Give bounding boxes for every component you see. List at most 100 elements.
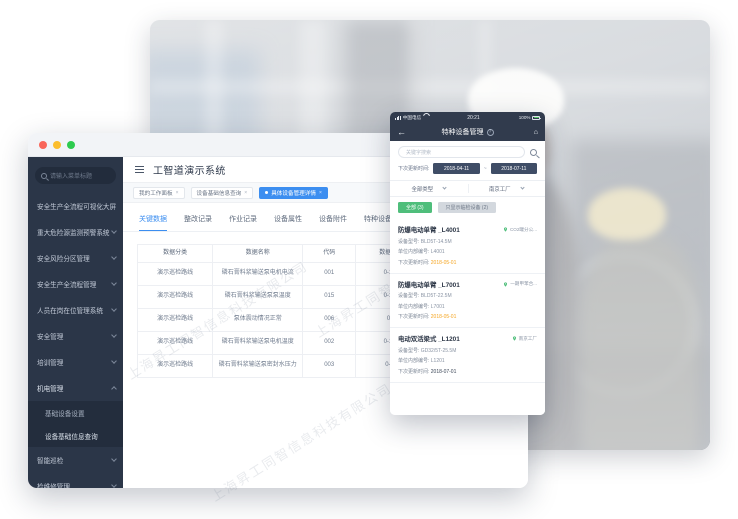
chevron-down-icon <box>111 332 117 338</box>
label-model: 设备型号: <box>398 238 420 245</box>
tab-special-device-attachments[interactable]: 特种设备附件 <box>364 216 406 223</box>
tag-device-info-query[interactable]: 设备基础信息查询 × <box>190 186 254 199</box>
value-next-update: 2018-07-01 <box>430 368 457 375</box>
device-card[interactable]: 电动双活梁式 _L1201 南京工厂 设备型号: GD32/5T-25.5M 单… <box>390 328 545 383</box>
window-minimize-button[interactable] <box>53 140 61 149</box>
sidebar-item-maintenance[interactable]: 检维修管理 <box>28 473 123 488</box>
search-icon[interactable] <box>530 148 537 156</box>
device-code-line: 单位内部编号: L7001 <box>398 303 537 310</box>
sidebar-item-label: 培训管理 <box>37 360 64 367</box>
filter-device-type[interactable]: 全部类型 <box>390 181 468 196</box>
device-next-update-line: 下次更新时间: 2018-05-01 <box>398 259 537 266</box>
chip-inspection-only[interactable]: 只显示临检设备 (2) <box>437 202 497 213</box>
home-icon[interactable]: ⌂ <box>533 128 538 136</box>
sidebar-item-visual-dashboard[interactable]: 安全生产全流程可视化大屏 <box>28 193 123 219</box>
cell-category: 演示巡检路线 <box>136 261 214 286</box>
device-next-update-line: 下次更新时间: 2018-07-01 <box>398 368 537 375</box>
phone-body: 关键字搜索 下次更新时间: 2018-04-11 ~ 2018-07-11 全部… <box>390 141 545 415</box>
phone-mockup: 中国电信 20:21 100% ← 特种设备管理 ? ⌂ 关键字搜索 <box>390 112 545 415</box>
tab-operation-records[interactable]: 作业记录 <box>229 216 257 223</box>
column-header-name: 数据名称 <box>212 244 304 263</box>
phone-navbar: ← 特种设备管理 ? ⌂ <box>390 123 545 141</box>
sidebar-subitem-label: 设备基础信息查询 <box>45 433 98 441</box>
help-icon[interactable]: ? <box>486 128 494 136</box>
location-label: 一期甲苯合... <box>510 281 537 286</box>
chip-all[interactable]: 全部 (3) <box>398 202 432 213</box>
date-start-input[interactable]: 2018-04-11 <box>433 163 480 174</box>
date-separator: ~ <box>483 165 487 172</box>
sidebar-item-training-management[interactable]: 培训管理 <box>28 349 123 375</box>
device-location: CO2罐分公... <box>503 227 537 233</box>
sidebar-item-production-process[interactable]: 安全生产全流程管理 <box>28 271 123 297</box>
tab-key-data[interactable]: 关键数据 <box>139 214 167 231</box>
sidebar-subitem-device-info-query[interactable]: 设备基础信息查询 <box>28 424 123 447</box>
tag-label: 具体设备管理详情 <box>271 190 316 197</box>
device-name: 防爆电动单臂 _L7001 <box>398 281 460 289</box>
sidebar-item-smart-inspection[interactable]: 智能巡检 <box>28 447 123 473</box>
phone-search-input[interactable]: 关键字搜索 <box>398 146 525 158</box>
chevron-down-icon <box>111 280 117 286</box>
close-icon[interactable]: × <box>244 189 248 196</box>
value-inner-code: L1201 <box>430 358 445 364</box>
value-inner-code: L7001 <box>430 303 445 310</box>
phone-search-placeholder: 关键字搜索 <box>406 149 432 156</box>
battery-icon <box>532 115 541 120</box>
active-dot-icon <box>265 191 269 194</box>
location-pin-icon <box>503 227 507 232</box>
date-filter-label: 下次更新时间: <box>398 166 430 172</box>
filter-label: 南京工厂 <box>488 186 511 193</box>
device-model-line: 设备型号: GD32/5T-25.5M <box>398 347 537 354</box>
cell-name: 泵体震动情况正常 <box>212 307 304 332</box>
tag-label: 我的工作面板 <box>139 190 173 197</box>
cell-category: 演示巡检路线 <box>136 284 214 309</box>
device-card[interactable]: 防爆电动单臂 _L7001 一期甲苯合... 设备型号: BLD5T-22.5M… <box>390 274 545 328</box>
column-header-code: 代码 <box>302 244 357 263</box>
location-pin-icon <box>504 281 508 287</box>
close-icon[interactable]: × <box>175 189 179 196</box>
sidebar-item-safety-management[interactable]: 安全管理 <box>28 323 123 349</box>
sidebar-item-label: 安全管理 <box>37 334 64 341</box>
tag-device-detail[interactable]: 具体设备管理详情 × <box>259 186 328 199</box>
phone-search-row: 关键字搜索 <box>390 141 545 163</box>
chevron-down-icon <box>519 185 525 190</box>
label-next-update: 下次更新时间: <box>398 259 430 266</box>
sidebar-item-risk-zoning[interactable]: 安全风险分区管理 <box>28 245 123 271</box>
chevron-down-icon <box>111 456 117 462</box>
label-inner-code: 单位内部编号: <box>398 249 430 255</box>
sidebar-submenu: 基础设备设置 设备基础信息查询 <box>28 401 123 447</box>
device-card[interactable]: 防爆电动单臂 _L4001 CO2罐分公... 设备型号: BLD5T-14.5… <box>390 219 545 274</box>
chevron-down-icon <box>111 228 117 234</box>
window-close-button[interactable] <box>39 140 47 149</box>
phone-status-bar: 中国电信 20:21 100% <box>390 112 545 123</box>
sidebar-item-electromechanical[interactable]: 机电管理 <box>28 375 123 401</box>
sidebar-subitem-basic-device-setup[interactable]: 基础设备设置 <box>28 401 123 424</box>
tag-my-workbench[interactable]: 我的工作面板 × <box>133 186 185 199</box>
date-end-input[interactable]: 2018-07-11 <box>490 163 537 174</box>
back-arrow-icon[interactable]: ← <box>397 126 406 137</box>
chevron-down-icon <box>111 482 117 488</box>
cell-code: 002 <box>302 330 357 355</box>
phone-chip-row: 全部 (3) 只显示临检设备 (2) <box>390 197 545 219</box>
phone-title-group: 特种设备管理 ? <box>390 127 545 137</box>
tab-device-attributes[interactable]: 设备属性 <box>274 216 302 223</box>
sidebar-search-input[interactable]: 请输入菜单标题 <box>35 167 116 184</box>
tab-device-attachments[interactable]: 设备附件 <box>319 216 347 223</box>
close-icon[interactable]: × <box>318 189 322 196</box>
chevron-down-icon <box>111 306 117 312</box>
sidebar-item-label: 智能巡检 <box>37 458 64 465</box>
sidebar-item-hazard-monitoring[interactable]: 重大危险源监测预警系统 <box>28 219 123 245</box>
filter-label: 全部类型 <box>411 186 434 193</box>
sidebar-item-personnel-position[interactable]: 人员在岗在位管理系统 <box>28 297 123 323</box>
page-title: 工智道演示系统 <box>153 166 226 177</box>
window-maximize-button[interactable] <box>67 140 75 149</box>
phone-filter-row: 全部类型 南京工厂 <box>390 181 545 197</box>
tag-label: 设备基础信息查询 <box>196 190 242 197</box>
cell-name: 磷石膏料浆输送泵泵温度 <box>212 284 304 309</box>
filter-factory[interactable]: 南京工厂 <box>467 181 546 196</box>
tab-rectification-records[interactable]: 整改记录 <box>184 216 212 223</box>
hamburger-icon[interactable] <box>135 165 144 174</box>
status-time: 20:21 <box>467 114 480 121</box>
sidebar-item-label: 机电管理 <box>37 386 64 393</box>
chevron-down-icon <box>111 254 117 260</box>
